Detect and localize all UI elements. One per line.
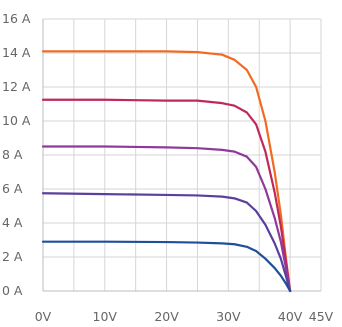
y-tick-label: 10 A bbox=[2, 113, 31, 128]
x-tick-labels: 0V 10V 20V 30V 40V 45V bbox=[35, 309, 334, 324]
y-tick-label: 6 A bbox=[2, 181, 23, 196]
x-tick-label: 45V bbox=[309, 309, 334, 324]
series-lines bbox=[41, 50, 292, 293]
series-line-1 bbox=[41, 50, 292, 293]
x-tick-label: 20V bbox=[154, 309, 179, 324]
x-tick-label: 0V bbox=[35, 309, 52, 324]
y-tick-label: 8 A bbox=[2, 147, 23, 162]
y-tick-label: 0 A bbox=[2, 283, 23, 298]
y-tick-label: 16 A bbox=[2, 11, 31, 26]
y-tick-labels: 0 A 2 A 4 A 6 A 8 A 10 A 12 A 14 A 16 A bbox=[2, 11, 31, 298]
x-tick-label: 30V bbox=[216, 309, 241, 324]
y-tick-label: 14 A bbox=[2, 45, 31, 60]
axes bbox=[42, 19, 321, 292]
y-tick-label: 12 A bbox=[2, 79, 31, 94]
y-tick-label: 2 A bbox=[2, 249, 23, 264]
x-tick-label: 40V bbox=[278, 309, 303, 324]
series-line-2 bbox=[41, 98, 292, 293]
x-tick-label: 10V bbox=[93, 309, 118, 324]
grid-lines bbox=[43, 18, 322, 291]
series-line-4 bbox=[41, 192, 292, 293]
y-tick-label: 4 A bbox=[2, 215, 23, 230]
series-line-3 bbox=[41, 145, 292, 293]
series-line-5 bbox=[41, 240, 292, 293]
